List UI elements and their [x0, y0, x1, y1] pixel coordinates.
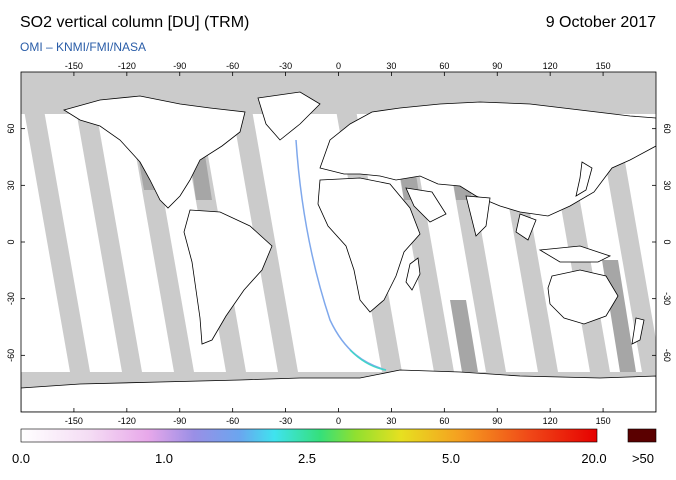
lat-label-left: -60 [6, 349, 16, 362]
colorbar-overflow-swatch [627, 428, 657, 443]
coastlines [21, 91, 656, 412]
lon-label-bottom: 30 [386, 416, 396, 426]
colorbar-label-3: 5.0 [441, 451, 461, 466]
lon-label-top: -120 [118, 61, 136, 71]
colorbar-label-4: 20.0 [581, 451, 607, 466]
map-ticks: -150 -150 -120 -120 -90 -90 -60 -60 -30 -30 0 0 30 30… [6, 61, 672, 426]
colorbar-overflow-label: >50 [631, 451, 655, 466]
lon-label-top: 60 [439, 61, 449, 71]
so2-trail-tail [349, 349, 387, 371]
lon-label-bottom: 0 [336, 416, 341, 426]
lon-label-bottom: -60 [226, 416, 239, 426]
lon-label-top: -150 [65, 61, 83, 71]
lon-label-bottom: 60 [439, 416, 449, 426]
lon-label-top: 30 [386, 61, 396, 71]
lon-label-top: 90 [492, 61, 502, 71]
date-text: 9 October 2017 [545, 14, 656, 31]
credit-text: OMI – KNMI/FMI/NASA [20, 40, 147, 54]
lon-label-top: -90 [173, 61, 186, 71]
lon-label-top: 0 [336, 61, 341, 71]
title-text: SO2 vertical column [DU] (TRM) [20, 14, 250, 31]
lon-label-bottom: -90 [173, 416, 186, 426]
colorbar-gradient [20, 428, 598, 443]
colorbar-label-1: 1.0 [154, 451, 174, 466]
lon-label-top: -30 [279, 61, 292, 71]
lat-label-right: -60 [662, 349, 672, 362]
lat-label-right: 60 [662, 124, 672, 134]
lat-label-left: 0 [6, 239, 16, 244]
lat-label-right: -30 [662, 292, 672, 305]
colorbar-label-2: 2.5 [297, 451, 317, 466]
lon-label-bottom: -30 [279, 416, 292, 426]
lat-label-left: -30 [6, 292, 16, 305]
lon-label-bottom: 120 [543, 416, 558, 426]
lon-label-bottom: -120 [118, 416, 136, 426]
lon-label-bottom: -150 [65, 416, 83, 426]
lon-label-top: 150 [596, 61, 611, 71]
lat-label-right: 0 [662, 239, 672, 244]
lon-label-bottom: 150 [596, 416, 611, 426]
lat-label-left: 60 [6, 124, 16, 134]
colorbar-label-0: 0.0 [11, 451, 31, 466]
lat-label-right: 30 [662, 180, 672, 190]
lat-label-left: 30 [6, 180, 16, 190]
lon-label-bottom: 90 [492, 416, 502, 426]
lon-label-top: -60 [226, 61, 239, 71]
lon-label-top: 120 [543, 61, 558, 71]
